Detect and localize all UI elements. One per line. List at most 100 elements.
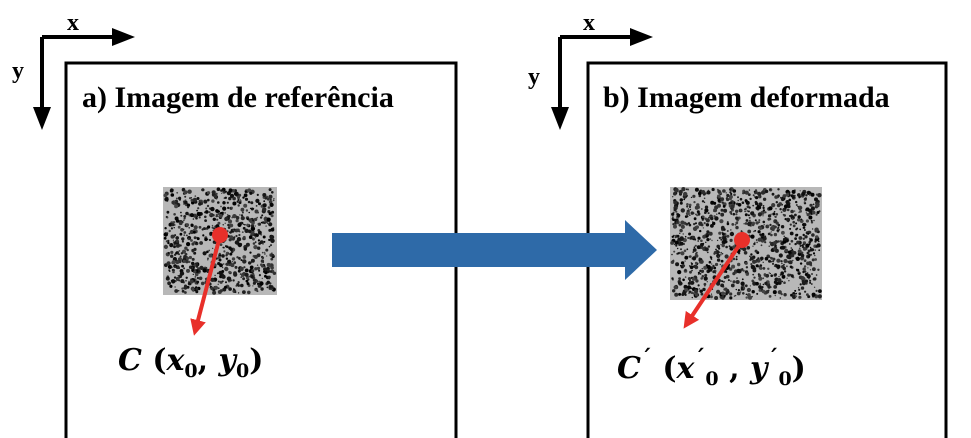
speckle-dot <box>798 215 801 218</box>
speckle-dot <box>197 269 199 271</box>
speckle-dot <box>268 206 271 209</box>
speckle-dot <box>721 292 725 296</box>
speckle-dot <box>718 199 721 202</box>
speckle-dot <box>756 264 759 267</box>
speckle-dot <box>764 282 767 285</box>
speckle-dot <box>261 259 264 262</box>
speckle-dot <box>807 252 809 254</box>
speckle-dot <box>207 225 210 228</box>
speckle-dot <box>804 259 807 262</box>
speckle-dot <box>753 277 755 279</box>
speckle-dot <box>752 260 756 264</box>
speckle-dot <box>746 266 748 268</box>
speckle-dot <box>707 252 709 254</box>
speckle-dot <box>722 253 723 254</box>
speckle-dot <box>270 239 274 243</box>
speckle-dot <box>777 231 779 233</box>
speckle-dot <box>728 279 730 281</box>
speckle-dot <box>697 237 700 240</box>
speckle-dot <box>164 227 166 229</box>
speckle-dot <box>818 249 820 251</box>
speckle-dot <box>805 244 809 248</box>
speckle-dot <box>672 216 674 218</box>
speckle-dot <box>233 229 235 231</box>
speckle-dot <box>735 213 737 215</box>
speckle-dot <box>229 188 233 192</box>
speckle-dot <box>797 218 800 221</box>
speckle-dot <box>241 208 245 212</box>
speckle-dot <box>680 198 683 201</box>
speckle-dot <box>181 287 183 289</box>
speckle-dot <box>740 291 741 292</box>
speckle-dot <box>780 240 782 242</box>
speckle-dot <box>769 272 770 273</box>
speckle-dot <box>758 196 760 198</box>
speckle-dot <box>814 197 818 201</box>
speckle-dot <box>790 232 794 236</box>
speckle-dot <box>164 194 168 198</box>
speckle-dot <box>187 190 191 194</box>
speckle-dot <box>747 222 751 226</box>
speckle-dot <box>702 268 703 269</box>
speckle-dot <box>174 266 175 267</box>
speckle-dot <box>189 256 192 259</box>
speckle-dot <box>264 253 265 254</box>
speckle-dot <box>196 210 198 212</box>
speckle-dot <box>731 265 735 269</box>
speckle-dot <box>717 190 721 194</box>
speckle-dot <box>818 289 822 293</box>
speckle-dot <box>745 213 748 216</box>
speckle-dot <box>216 198 218 200</box>
speckle-dot <box>231 207 233 209</box>
speckle-dot <box>780 197 782 199</box>
speckle-dot <box>253 242 256 245</box>
point-label: C (x0, y0) <box>118 343 263 382</box>
speckle-dot <box>707 281 708 282</box>
speckle-dot <box>777 188 779 190</box>
speckle-dot <box>167 211 170 214</box>
speckle-dot <box>727 221 729 223</box>
speckle-dot <box>731 284 735 288</box>
speckle-dot <box>799 210 802 213</box>
point <box>734 232 750 248</box>
speckle-dot <box>180 215 182 217</box>
speckle-dot <box>788 202 790 204</box>
speckle-dot <box>256 205 258 207</box>
speckle-dot <box>224 212 226 214</box>
speckle-dot <box>194 236 197 239</box>
speckle-dot <box>706 238 709 241</box>
speckle-dot <box>261 214 263 216</box>
speckle-dot <box>756 239 758 241</box>
speckle-dot <box>738 203 742 207</box>
speckle-dot <box>761 260 762 261</box>
speckle-dot <box>813 204 815 206</box>
speckle-dot <box>778 240 780 242</box>
speckle-dot <box>262 193 266 197</box>
speckle-dot <box>695 206 699 210</box>
speckle-dot <box>176 219 180 223</box>
speckle-dot <box>680 202 683 205</box>
speckle-dot <box>763 267 766 270</box>
speckle-dot <box>731 223 734 226</box>
speckle-dot <box>750 285 751 286</box>
speckle-dot <box>180 233 183 236</box>
speckle-dot <box>183 267 185 269</box>
speckle-dot <box>270 258 273 261</box>
speckle-dot <box>183 216 184 217</box>
speckle-dot <box>673 225 677 229</box>
speckle-dot <box>814 240 816 242</box>
speckle-dot <box>794 198 796 200</box>
speckle-dot <box>166 217 168 219</box>
speckle-dot <box>679 233 680 234</box>
speckle-dot <box>224 192 226 194</box>
speckle-dot <box>715 263 718 266</box>
speckle-dot <box>780 297 781 298</box>
speckle-dot <box>721 260 724 263</box>
speckle-dot <box>762 215 763 216</box>
speckle-dot <box>207 205 209 207</box>
speckle-dot <box>166 232 168 234</box>
speckle-dot <box>812 228 813 229</box>
speckle-dot <box>753 243 755 245</box>
speckle-dot <box>746 201 750 205</box>
speckle-dot <box>210 207 214 211</box>
